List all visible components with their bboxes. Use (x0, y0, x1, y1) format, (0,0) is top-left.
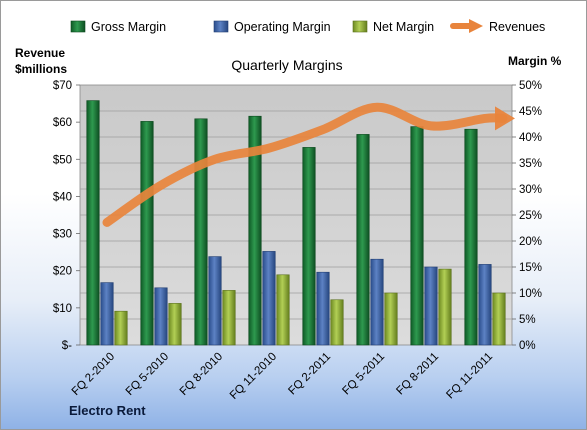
right-axis-tick-label: 35% (519, 158, 542, 170)
right-axis-tick-label: 45% (519, 106, 542, 118)
bars (86, 100, 506, 346)
right-axis-tick-label: 50% (519, 80, 542, 92)
company-caption: Electro Rent (69, 403, 146, 418)
right-axis-tick-label: 0% (519, 340, 536, 352)
chart-title: Quarterly Margins (231, 57, 342, 73)
left-axis-tick-label: $- (62, 340, 72, 352)
left-axis-tick-label: $10 (53, 303, 72, 315)
legend-label-revenues: Revenues (489, 20, 545, 34)
operating-margin-bar (478, 264, 492, 346)
x-axis-category-label: FQ 8-2011 (394, 351, 441, 398)
gross-margin-bar (464, 128, 478, 346)
gross-margin-bar (356, 134, 370, 346)
gross-margin-bar (302, 147, 316, 346)
revenue-arrowhead (495, 106, 515, 131)
right-axis-tick-label: 5% (519, 314, 536, 326)
operating-margin-bar (262, 251, 276, 346)
right-axis-tick-label: 10% (519, 288, 542, 300)
gross-margin-bar (140, 121, 154, 346)
legend-item-operating-margin: Operating Margin (213, 20, 331, 34)
right-axis-title: Margin % (508, 54, 562, 68)
right-axis-tick-label: 20% (519, 236, 542, 248)
net-margin-bar (114, 310, 128, 346)
legend-swatch-gross-margin (70, 20, 86, 33)
legend: Gross Margin Operating Margin Net Margin… (70, 19, 545, 34)
right-axis-tick-label: 30% (519, 184, 542, 196)
gross-margin-bar (410, 126, 424, 346)
x-axis-category-label: FQ 5-2011 (340, 351, 387, 398)
legend-item-gross-margin: Gross Margin (70, 20, 166, 34)
operating-margin-bar (208, 256, 222, 346)
x-axis-category-label: FQ 8-2010 (178, 351, 225, 398)
x-axis-category-label: FQ 2-2011 (286, 351, 333, 398)
operating-margin-bar (100, 282, 114, 346)
left-axis-title-line1: Revenue (15, 46, 65, 60)
operating-margin-bar (316, 271, 330, 346)
left-axis-tick-label: $70 (53, 80, 72, 92)
right-axis-tick-label: 15% (519, 262, 542, 274)
right-axis-tick-label: 40% (519, 132, 542, 144)
left-axis-tick-label: $30 (53, 229, 72, 241)
gross-margin-bar (194, 118, 208, 346)
legend-item-net-margin: Net Margin (352, 20, 434, 34)
operating-margin-bar (370, 258, 384, 346)
legend-label-operating-margin: Operating Margin (234, 20, 331, 34)
net-margin-bar (384, 292, 398, 346)
legend-item-revenues: Revenues (450, 19, 545, 34)
net-margin-bar (330, 299, 344, 346)
x-axis-category-label: FQ 11-2011 (444, 351, 495, 402)
x-axis-category-label: FQ 2-2010 (70, 351, 117, 398)
right-axis-tick-label: 25% (519, 210, 542, 222)
gross-margin-bar (248, 115, 262, 346)
legend-arrow-revenues (469, 19, 483, 33)
net-margin-bar (276, 274, 290, 346)
left-axis-ticks: $- $10 $20 $30 $40 $50 $60 $70 (53, 80, 80, 352)
legend-label-gross-margin: Gross Margin (91, 20, 166, 34)
net-margin-bar (222, 290, 236, 346)
left-axis-title-line2: $millions (15, 62, 67, 76)
left-axis-tick-label: $40 (53, 191, 72, 203)
left-axis-tick-label: $20 (53, 266, 72, 278)
legend-swatch-operating-margin (213, 20, 229, 33)
x-axis-ticks: FQ 2-2010 FQ 5-2010 FQ 8-2010 FQ 11-2010 FQ … (70, 351, 495, 402)
operating-margin-bar (424, 266, 438, 346)
right-axis-ticks: 0% 5% 10% 15% 20% 25% 30% 35% 40% 45% 50% (512, 80, 542, 352)
legend-label-net-margin: Net Margin (373, 20, 434, 34)
x-axis-category-label: FQ 11-2010 (228, 351, 279, 402)
x-axis-category-label: FQ 5-2010 (124, 351, 171, 398)
net-margin-bar (438, 268, 452, 346)
left-axis-tick-label: $50 (53, 154, 72, 166)
revenue-line-path (102, 102, 508, 227)
net-margin-bar (492, 292, 506, 346)
legend-swatch-net-margin (352, 20, 368, 33)
net-margin-bar (168, 303, 182, 346)
left-axis-tick-label: $60 (53, 117, 72, 129)
gross-margin-bar (86, 100, 100, 346)
revenue-line (102, 102, 515, 227)
operating-margin-bar (154, 287, 168, 346)
